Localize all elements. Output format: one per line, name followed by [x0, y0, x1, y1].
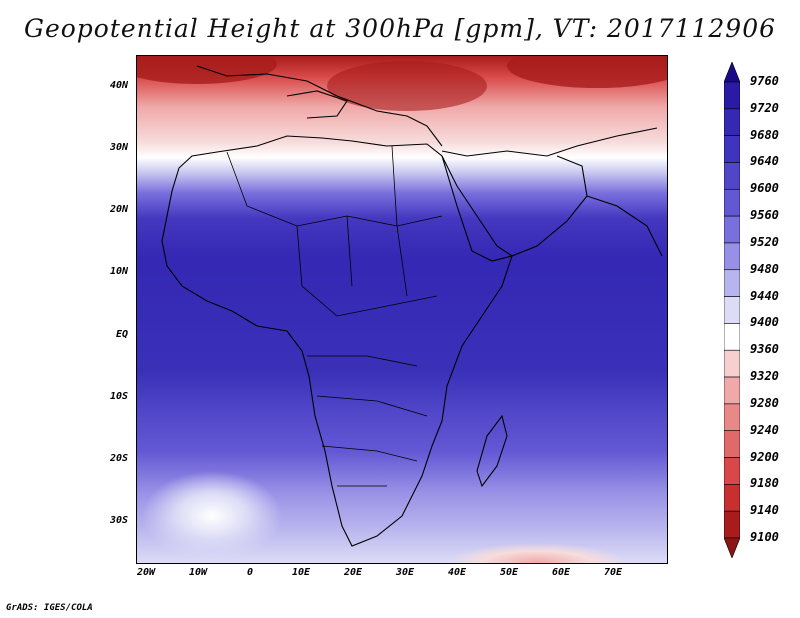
colorbar-label: 9360 — [750, 342, 779, 357]
chart-title: Geopotential Height at 300hPa [gpm], VT:… — [23, 14, 777, 43]
colorbar-label: 9720 — [750, 100, 779, 115]
colorbar-label: 9100 — [750, 530, 779, 544]
colorbar-segment — [724, 457, 740, 485]
colorbar-label: 9200 — [750, 449, 779, 464]
lon-label: 70E — [603, 567, 623, 578]
colorbar-segment — [724, 403, 740, 432]
colorbar-label: 9180 — [750, 476, 779, 491]
lat-label: 20S — [109, 453, 128, 464]
colorbar-segment — [724, 188, 740, 217]
lon-label: 10E — [291, 567, 311, 578]
colorbar-label: 9600 — [750, 181, 779, 196]
lat-label: 10N — [109, 266, 128, 277]
colorbar — [724, 62, 740, 558]
colorbar-label: 9140 — [750, 503, 779, 518]
lat-label: 30S — [109, 515, 128, 526]
colorbar-label: 9440 — [750, 288, 779, 303]
colorbar-label: 9680 — [750, 127, 779, 142]
colorbar-segment — [724, 135, 740, 163]
high-height-blob — [142, 471, 282, 561]
lon-label: 20E — [343, 567, 363, 578]
colorbar-segment — [724, 430, 740, 458]
map-plot-area — [136, 55, 668, 564]
colorbar-segment — [724, 108, 740, 136]
colorbar-top-arrow — [724, 62, 740, 83]
lon-label: 0 — [246, 567, 254, 578]
colorbar-label: 9240 — [750, 422, 779, 437]
lon-label: 20W — [136, 567, 156, 578]
map-svg — [137, 56, 667, 563]
colorbar-bottom-arrow — [724, 537, 740, 558]
colorbar-label: 9640 — [750, 154, 779, 169]
footer-credit: GrADS: IGES/COLA — [6, 603, 93, 613]
colorbar-segment — [724, 269, 740, 297]
colorbar-segment — [724, 162, 740, 190]
colorbar-segment — [724, 323, 740, 351]
colorbar-segment — [724, 81, 740, 110]
colorbar-segment — [724, 484, 740, 512]
lat-label: 40N — [109, 80, 128, 91]
colorbar-label: 9760 — [750, 74, 779, 88]
lon-label: 30E — [395, 567, 415, 578]
colorbar-label: 9520 — [750, 234, 779, 249]
colorbar-segment — [724, 242, 740, 271]
colorbar-segment — [724, 215, 740, 244]
colorbar-label: 9560 — [750, 208, 779, 223]
colorbar-label: 9280 — [750, 395, 779, 410]
colorbar-segment — [724, 376, 740, 405]
lat-label: 30N — [109, 142, 128, 153]
lon-label: 10W — [188, 567, 208, 578]
lat-label: EQ — [115, 329, 128, 340]
colorbar-label: 9480 — [750, 261, 779, 276]
coastlines — [161, 65, 663, 547]
colorbar-label: 9400 — [750, 315, 779, 330]
lon-label: 60E — [551, 567, 571, 578]
colorbar-segment — [724, 510, 740, 539]
lon-label: 50E — [499, 567, 519, 578]
lat-label: 10S — [109, 391, 128, 402]
lat-label: 20N — [109, 204, 128, 215]
colorbar-segment — [724, 296, 740, 324]
colorbar-segment — [724, 349, 740, 378]
colorbar-label: 9320 — [750, 369, 779, 384]
lon-label: 40E — [447, 567, 467, 578]
